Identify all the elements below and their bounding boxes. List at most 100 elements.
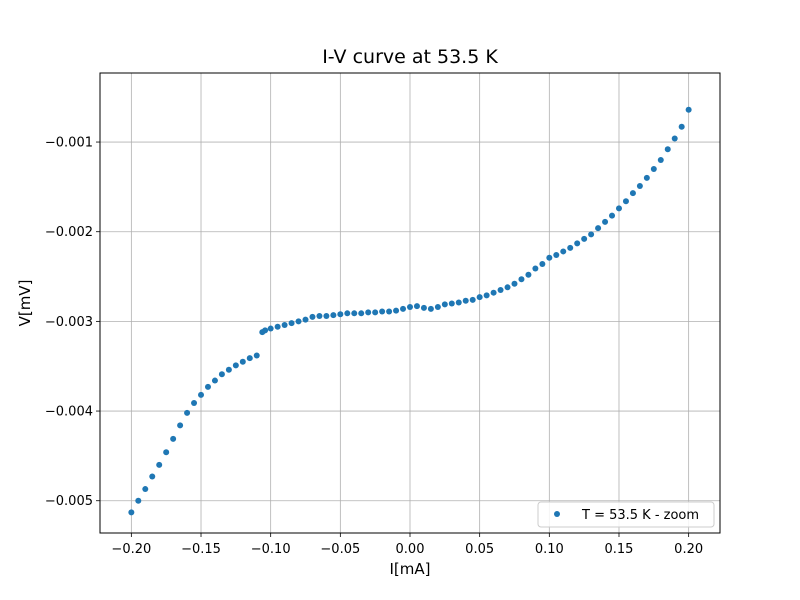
data-point [358, 310, 365, 317]
data-point [142, 486, 149, 493]
data-point [204, 383, 211, 390]
data-point [567, 244, 574, 251]
data-point [615, 205, 622, 212]
x-tick-label: 0.10 [535, 542, 564, 557]
data-point [455, 299, 462, 306]
data-point [225, 366, 232, 373]
y-axis-label: V[mV] [16, 280, 34, 327]
data-point [413, 303, 420, 310]
data-point [295, 318, 302, 325]
data-point [441, 301, 448, 308]
data-point [525, 271, 532, 278]
data-point [323, 313, 330, 319]
x-axis-label: I[mA] [389, 560, 430, 578]
data-point [497, 287, 504, 293]
data-point [678, 123, 685, 130]
data-point [163, 449, 170, 456]
x-tick-label: 0.00 [396, 542, 425, 557]
data-point [407, 304, 413, 311]
x-tick-label: −0.20 [111, 542, 151, 557]
grid-lines [100, 73, 720, 533]
data-point [149, 473, 156, 480]
x-tick-label: 0.05 [465, 542, 494, 557]
data-point [170, 435, 177, 442]
data-point [288, 320, 295, 327]
data-point [671, 135, 678, 142]
y-tick-label: −0.003 [45, 315, 93, 330]
data-point [281, 321, 288, 328]
data-point [198, 391, 205, 398]
data-point [365, 309, 372, 316]
data-point [337, 311, 344, 318]
data-point [434, 304, 441, 311]
data-point [553, 252, 560, 259]
data-point [232, 362, 239, 369]
data-point [400, 305, 407, 312]
data-points [128, 106, 692, 516]
x-tick-label: 0.20 [674, 542, 703, 557]
data-point [574, 240, 581, 247]
data-point [643, 174, 650, 181]
data-point [191, 399, 198, 406]
data-point [629, 190, 636, 197]
y-tick-label: −0.001 [45, 136, 93, 151]
data-point [490, 289, 497, 296]
data-point [636, 182, 643, 189]
data-point [246, 355, 253, 362]
y-tick-label: −0.005 [45, 494, 93, 509]
data-point [239, 358, 246, 365]
data-point [262, 327, 269, 334]
data-point [518, 276, 525, 283]
legend-box [537, 501, 715, 528]
data-point [609, 212, 616, 219]
data-point [462, 297, 469, 304]
data-point [386, 308, 393, 315]
data-point [511, 280, 518, 287]
x-axis-ticks: −0.20 −0.15 −0.10 −0.05 0.00 0.05 0.10 0.15 0.20 [111, 533, 703, 557]
y-tick-label: −0.002 [45, 225, 93, 240]
data-point [393, 307, 400, 314]
data-point [128, 509, 135, 516]
data-point [253, 352, 260, 359]
data-point [211, 377, 218, 384]
data-point [267, 325, 274, 332]
legend-marker [554, 511, 560, 517]
data-point [372, 309, 379, 316]
data-point [546, 254, 553, 261]
legend-label: T = 53.5 K - zoom [581, 508, 699, 523]
data-point [476, 294, 483, 301]
data-point [650, 165, 657, 172]
data-point [504, 284, 511, 291]
data-point [135, 497, 142, 504]
data-point [316, 313, 323, 319]
data-point [302, 316, 309, 323]
data-point [218, 371, 225, 378]
data-point [184, 409, 191, 416]
x-tick-label: −0.15 [181, 542, 221, 557]
data-point [344, 310, 351, 317]
data-point [448, 300, 455, 307]
x-tick-label: −0.05 [320, 542, 360, 557]
data-point [664, 146, 671, 153]
data-point [427, 305, 434, 312]
data-point [581, 235, 588, 242]
data-point [539, 260, 546, 267]
data-point [274, 323, 281, 330]
y-tick-label: −0.004 [45, 405, 93, 420]
data-point [351, 310, 358, 317]
data-point [560, 248, 567, 255]
data-point [602, 218, 609, 225]
data-point [588, 231, 595, 238]
x-tick-label: −0.10 [251, 542, 291, 557]
data-point [330, 312, 337, 319]
chart-title: I-V curve at 53.5 K [322, 46, 498, 68]
data-point [469, 296, 476, 303]
legend: T = 53.5 K - zoom [537, 501, 715, 528]
data-point [685, 106, 692, 113]
data-point [156, 461, 163, 468]
data-point [595, 225, 602, 232]
data-point [657, 156, 664, 163]
data-point [532, 265, 539, 272]
